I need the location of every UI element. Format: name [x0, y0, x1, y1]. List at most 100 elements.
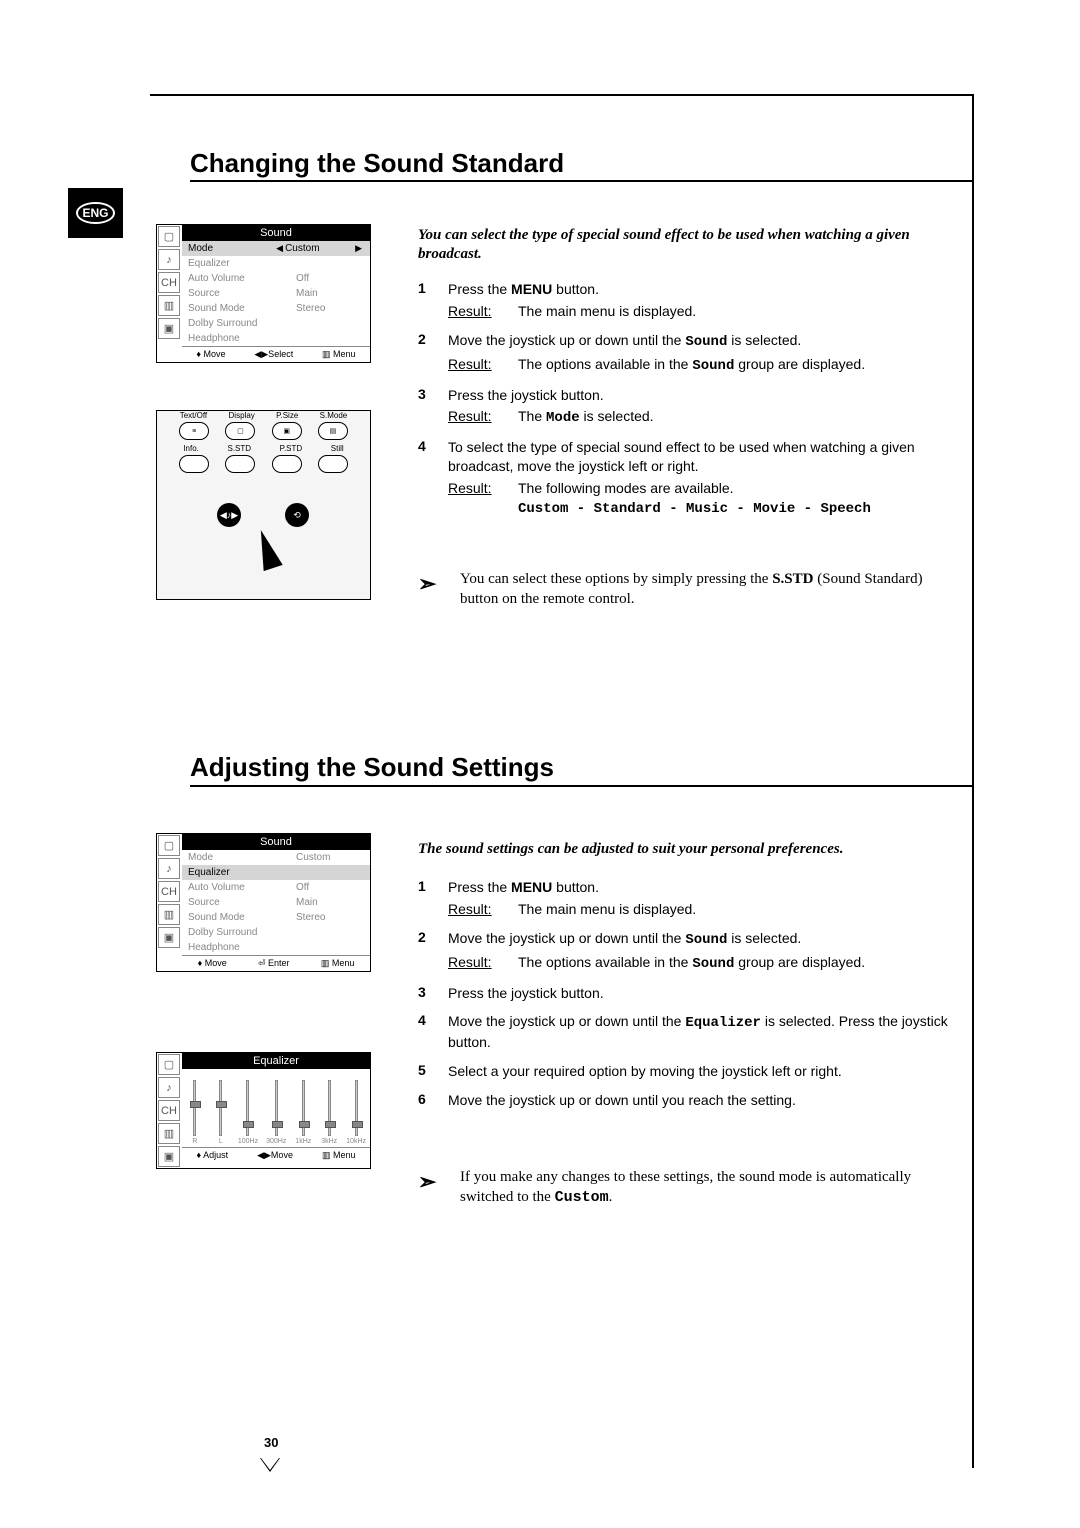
osd-item: Auto VolumeOff [182, 271, 370, 286]
remote-button [179, 455, 209, 473]
osd-item: Auto VolumeOff [182, 880, 370, 895]
page-arrow-icon [260, 1458, 280, 1472]
remote-illustration: Text/Off Display P.Size S.Mode ≡ ▢ ▣ ▤ I… [156, 410, 371, 600]
osd-icon: CH [158, 272, 180, 293]
result-text: The main menu is displayed. [518, 302, 960, 321]
step-number: 2 [418, 331, 448, 376]
page-number: 30 [264, 1435, 278, 1450]
osd-icon: ▥ [158, 295, 180, 316]
language-badge: ENG [68, 188, 123, 238]
eq-slider: 3kHz [320, 1080, 338, 1145]
result-text: The following modes are available. [518, 479, 960, 498]
step-number: 3 [418, 984, 448, 1003]
step-row: 1 Press the MENU button. Result: The mai… [418, 280, 960, 321]
osd-icon-column: ▢ ♪ CH ▥ ▣ [157, 834, 182, 971]
step-body: Press the joystick button. [448, 984, 960, 1003]
result-label: Result: [448, 355, 518, 376]
osd-footer: ♦ Adjust ◀▶Move ▥ Menu [182, 1147, 370, 1163]
note-text: If you make any changes to these setting… [460, 1168, 950, 1207]
pointer-icon [251, 527, 282, 571]
osd-equalizer: ▢ ♪ CH ▥ ▣ Equalizer RL 100Hz 300Hz 1kHz 3kH… [156, 1052, 371, 1169]
title-rule [190, 785, 974, 787]
remote-button: ▣ [272, 422, 302, 440]
eq-slider: 100Hz [238, 1080, 258, 1145]
section1-steps: 1 Press the MENU button. Result: The mai… [418, 280, 960, 529]
step-body: Select a your required option by moving … [448, 1062, 960, 1081]
step-number: 1 [418, 280, 448, 321]
section1-title: Changing the Sound Standard [190, 148, 574, 179]
step-number: 5 [418, 1062, 448, 1081]
osd-footer: ♦ Move ⏎ Enter ▥ Menu [182, 955, 370, 971]
osd-item: Headphone [182, 940, 370, 955]
osd-item: SourceMain [182, 286, 370, 301]
step-body: Move the joystick up or down until the S… [448, 929, 960, 974]
remote-button: ≡ [179, 422, 209, 440]
step-body: Press the joystick button. Result: The M… [448, 386, 960, 429]
language-code: ENG [76, 202, 114, 224]
osd-item: Dolby Surround [182, 925, 370, 940]
step-row: 5 Select a your required option by movin… [418, 1062, 960, 1081]
mode-list: Custom - Standard - Music - Movie - Spee… [518, 500, 960, 519]
eq-slider: 10kHz [346, 1080, 366, 1145]
step-body: Move the joystick up or down until the E… [448, 1012, 960, 1052]
step-row: 2 Move the joystick up or down until the… [418, 929, 960, 974]
osd-title: Sound [182, 225, 370, 241]
step-row: 4 To select the type of special sound ef… [418, 438, 960, 519]
step-number: 4 [418, 1012, 448, 1052]
step-body: Press the MENU button. Result:The main m… [448, 878, 960, 919]
step-row: 3 Press the joystick button. [418, 984, 960, 1003]
step-row: 4 Move the joystick up or down until the… [418, 1012, 960, 1052]
remote-button: ▤ [318, 422, 348, 440]
osd-item: ModeCustom [182, 850, 370, 865]
osd-icon: ♪ [158, 249, 180, 270]
note-arrow-icon: ➣ [418, 570, 446, 609]
step-row: 2 Move the joystick up or down until the… [418, 331, 960, 376]
eq-slider: 1kHz [294, 1080, 312, 1145]
osd-title: Equalizer [182, 1053, 370, 1069]
osd-sound-menu: ▢ ♪ CH ▥ ▣ Sound Mode◀Custom▶ Equalizer … [156, 224, 371, 363]
osd-item: Dolby Surround [182, 316, 370, 331]
title-rule [190, 180, 974, 182]
remote-nav-right: ⟲ [285, 503, 309, 527]
osd-item: Sound ModeStereo [182, 910, 370, 925]
remote-button [272, 455, 302, 473]
step-body: Move the joystick up or down until you r… [448, 1091, 960, 1110]
osd-item: SourceMain [182, 895, 370, 910]
step-number: 4 [418, 438, 448, 519]
section1-intro: You can select the type of special sound… [418, 226, 950, 264]
section1-note: ➣ You can select these options by simply… [418, 570, 950, 609]
remote-button [225, 455, 255, 473]
osd-footer: ♦ Move ◀▶Select ▥ Menu [182, 346, 370, 362]
osd-item: Sound ModeStereo [182, 301, 370, 316]
result-text: The Mode is selected. [518, 407, 960, 428]
remote-nav-left: ◀♪▶ [217, 503, 241, 527]
result-text: The options available in the Sound group… [518, 355, 960, 376]
result-label: Result: [448, 407, 518, 428]
osd-icon-column: ▢ ♪ CH ▥ ▣ [157, 1053, 182, 1168]
section2-steps: 1 Press the MENU button. Result:The main… [418, 878, 960, 1120]
eq-slider: R [186, 1080, 204, 1145]
section2-intro: The sound settings can be adjusted to su… [418, 840, 950, 859]
osd-icon-column: ▢ ♪ CH ▥ ▣ [157, 225, 182, 362]
osd-item: Equalizer [182, 865, 370, 880]
result-label: Result: [448, 302, 518, 321]
step-row: 1 Press the MENU button. Result:The main… [418, 878, 960, 919]
osd-icon: ▢ [158, 226, 180, 247]
step-body: Move the joystick up or down until the S… [448, 331, 960, 376]
step-body: To select the type of special sound effe… [448, 438, 960, 519]
note-arrow-icon: ➣ [418, 1168, 446, 1207]
remote-button [318, 455, 348, 473]
osd-sound-menu-2: ▢ ♪ CH ▥ ▣ Sound ModeCustom Equalizer Au… [156, 833, 371, 972]
eq-slider: L [212, 1080, 230, 1145]
osd-title: Sound [182, 834, 370, 850]
step-row: 6 Move the joystick up or down until you… [418, 1091, 960, 1110]
eq-slider: 300Hz [266, 1080, 286, 1145]
note-text: You can select these options by simply p… [460, 570, 950, 609]
osd-item: Headphone [182, 331, 370, 346]
osd-icon: ▣ [158, 318, 180, 339]
step-number: 3 [418, 386, 448, 429]
step-number: 2 [418, 929, 448, 974]
osd-item: Mode◀Custom▶ [182, 241, 370, 256]
section2-note: ➣ If you make any changes to these setti… [418, 1168, 950, 1207]
osd-item: Equalizer [182, 256, 370, 271]
